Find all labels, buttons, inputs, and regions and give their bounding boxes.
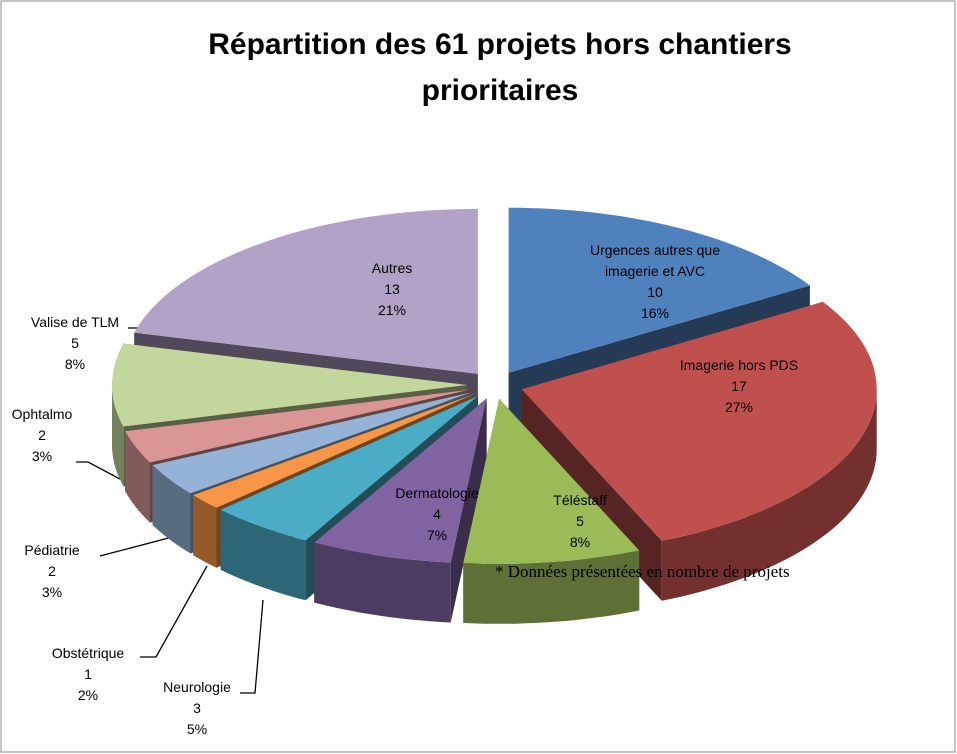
label-value: 5 — [71, 335, 79, 351]
slice-top — [463, 398, 640, 564]
slice-top — [220, 396, 478, 541]
data-label: Valise de TLM 5 8% — [10, 312, 140, 375]
slice-top — [193, 394, 474, 508]
label-name: Ophtalmo — [11, 406, 73, 422]
slice-wall — [661, 389, 877, 601]
label-percent: 2% — [77, 687, 99, 703]
slice-wall — [125, 431, 150, 523]
label-name: Téléstaff — [553, 492, 607, 508]
label-name: Obstétrique — [51, 645, 125, 661]
label-percent: 27% — [724, 399, 754, 415]
slice-top — [125, 389, 469, 463]
label-value: 13 — [384, 281, 400, 297]
data-label: Téléstaff 5 8% — [530, 490, 630, 553]
slice-wall — [112, 385, 124, 487]
slice-wall — [463, 550, 640, 624]
label-percent: 3% — [31, 448, 53, 464]
data-label: Imagerie hors PDS 17 27% — [669, 355, 809, 418]
label-percent: 21% — [377, 302, 407, 318]
slice-top — [134, 208, 478, 374]
label-name: Urgences autres que imagerie et AVC — [590, 242, 720, 279]
slice-top — [508, 207, 810, 373]
data-label: Urgences autres que imagerie et AVC 10 16% — [570, 240, 740, 324]
slice-top — [152, 392, 472, 494]
label-value: 17 — [731, 378, 747, 394]
label-value: 10 — [647, 284, 663, 300]
label-value: 4 — [433, 506, 441, 522]
data-label: Ophtalmo 2 3% — [0, 404, 87, 467]
label-name: Imagerie hors PDS — [679, 357, 799, 373]
data-label: Autres 13 21% — [342, 258, 442, 321]
data-label: Obstétrique 1 2% — [33, 643, 143, 706]
slice-wall — [220, 509, 306, 601]
label-value: 1 — [84, 666, 92, 682]
annotation: * Données présentées en nombre de projet… — [495, 562, 790, 581]
slice-top — [314, 398, 487, 563]
label-value: 2 — [38, 427, 46, 443]
label-percent: 5% — [186, 721, 208, 737]
data-label: Dermatologie 4 7% — [377, 483, 497, 546]
label-value: 2 — [48, 563, 56, 579]
label-percent: 8% — [64, 356, 86, 372]
label-name: Pédiatrie — [24, 542, 80, 558]
leader-line — [99, 535, 177, 557]
chart-title: Répartition des 61 projets hors chantier… — [208, 28, 792, 107]
label-percent: 8% — [569, 534, 591, 550]
slice-wall — [193, 495, 217, 568]
label-name: Valise de TLM — [30, 314, 120, 330]
label-name: Autres — [371, 260, 413, 276]
slice-top — [521, 301, 877, 541]
slice — [314, 398, 487, 623]
slice-wall — [314, 542, 451, 623]
label-value: 3 — [193, 700, 201, 716]
label-percent: 3% — [41, 584, 63, 600]
slice-top — [112, 343, 467, 427]
data-label: Pédiatrie 2 3% — [2, 540, 102, 603]
leader-line — [240, 599, 264, 694]
leader-line — [140, 565, 208, 658]
slice — [463, 398, 640, 624]
pie — [112, 207, 877, 624]
label-name: Dermatologie — [395, 485, 479, 501]
label-percent: 7% — [426, 527, 448, 543]
label-name: Neurologie — [163, 679, 231, 695]
label-value: 5 — [576, 513, 584, 529]
slice-wall — [152, 465, 191, 554]
label-percent: 16% — [640, 305, 670, 321]
data-label: Neurologie 3 5% — [142, 677, 252, 740]
